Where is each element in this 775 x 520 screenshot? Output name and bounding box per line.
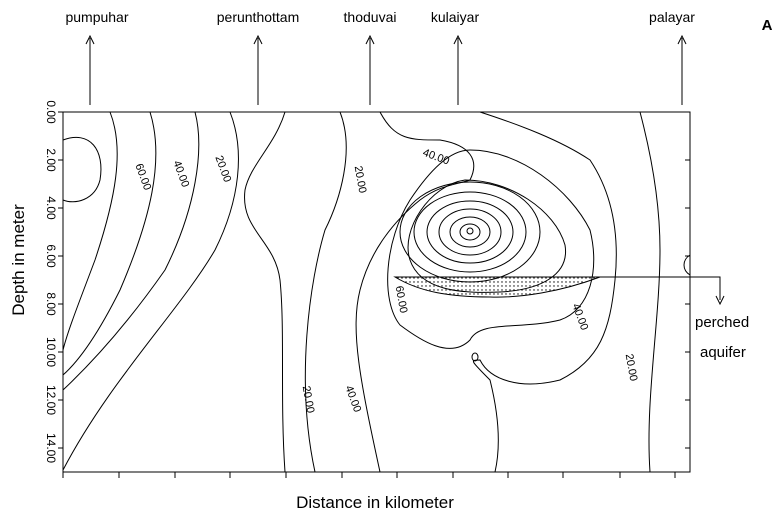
y-tick-label: 2.00 [44,148,58,172]
location-arrowhead [365,34,375,45]
contour-label: 40.00 [569,302,590,332]
y-tick-label: 0.00 [44,100,58,124]
y-tick-label: 12.00 [44,385,58,415]
annotation-text: perched [695,314,749,331]
annotation-leader [600,276,721,300]
contour-label: 20.00 [300,385,317,414]
location-label: palayar [649,9,695,25]
location-arrowhead [85,34,95,45]
contour-label: 20.00 [352,165,369,194]
plot-frame [62,111,691,473]
y-tick-label: 8.00 [44,292,58,316]
contour-label: 40.00 [170,159,191,189]
location-arrowhead [253,34,263,45]
contours [62,111,691,473]
location-label: kulaiyar [431,9,480,25]
contour-label: 40.00 [421,147,451,168]
contour-label: 60.00 [393,285,410,314]
contour-label: 20.00 [623,353,640,382]
annotation-text: aquifer [700,344,746,361]
location-label: perunthottam [217,9,300,25]
location-label: pumpuhar [65,9,128,25]
x-axis-ticks [62,472,676,478]
location-label: thoduvai [344,9,397,25]
contour-label: 20.00 [212,154,233,184]
location-arrowhead [453,34,463,45]
y-tick-label: 4.00 [44,196,58,220]
contour-label: 60.00 [132,162,153,192]
y-tick-label: 10.00 [44,337,58,367]
contour-label: 40.00 [342,384,363,414]
y-tick-label: 6.00 [44,244,58,268]
y-tick-label: 14.00 [44,433,58,463]
location-arrowhead [677,34,687,45]
perched-aquifer-zone [393,276,601,298]
y-axis-label: Depth in meter [9,204,28,316]
annotation-arrowhead [715,295,725,306]
panel-label: A [762,17,773,34]
x-axis-label: Distance in kilometer [296,493,454,512]
